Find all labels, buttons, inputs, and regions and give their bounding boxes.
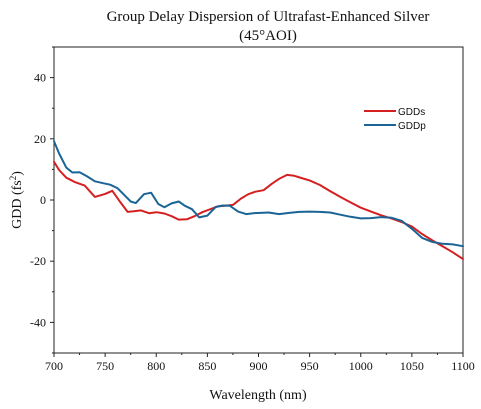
- series-line-gddp: [53, 140, 464, 248]
- x-tick-label: 950: [301, 359, 319, 373]
- series-line-gdds: [53, 160, 464, 261]
- y-tick-label: 20: [34, 132, 46, 146]
- y-tick-label: 40: [34, 71, 46, 85]
- y-axis-label-close: ): [10, 171, 25, 176]
- legend-label-gdds: GDDs: [398, 107, 425, 118]
- x-tick-label: 750: [96, 359, 114, 373]
- chart-subtitle: (45°AOI): [239, 28, 297, 44]
- y-axis-label: GDD (fs2): [8, 171, 25, 229]
- legend: GDDs GDDp: [364, 107, 426, 132]
- plot-frame: [53, 46, 464, 354]
- y-tick-label: 0: [40, 193, 46, 207]
- x-tick-label: 700: [45, 359, 63, 373]
- chart-title: Group Delay Dispersion of Ultrafast-Enha…: [107, 9, 430, 25]
- x-tick-label: 1050: [400, 359, 424, 373]
- x-axis-label: Wavelength (nm): [209, 388, 307, 403]
- x-tick-label: 1000: [349, 359, 373, 373]
- y-tick-label: -40: [30, 315, 46, 329]
- legend-label-gddp: GDDp: [398, 121, 426, 132]
- y-axis-label-sup: 2: [8, 176, 18, 181]
- x-tick-label: 1100: [451, 359, 475, 373]
- y-axis-label-main: GDD (fs: [10, 180, 25, 229]
- x-tick-label: 900: [250, 359, 268, 373]
- y-tick-label: -20: [30, 254, 46, 268]
- x-tick-label: 800: [147, 359, 165, 373]
- axis-ticks: 700 750 800 850 900 950 1000 1050 1100 -40 -20 0 20 4…: [30, 46, 475, 373]
- x-tick-label: 850: [198, 359, 216, 373]
- series-lines: [53, 140, 464, 261]
